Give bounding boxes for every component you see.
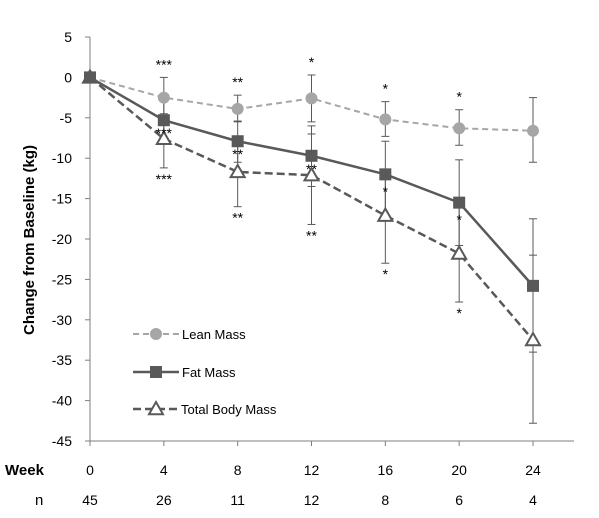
legend-label: Total Body Mass (181, 402, 277, 417)
data-point (453, 122, 466, 135)
legend-marker (150, 328, 162, 340)
n-value-label: 26 (156, 492, 172, 508)
legend-marker (147, 399, 165, 416)
legend-label: Fat Mass (182, 365, 236, 380)
x-tick-label: 12 (304, 462, 320, 478)
x-tick-label: 24 (525, 462, 541, 478)
data-point (157, 114, 170, 127)
y-tick-label: -15 (52, 191, 72, 207)
significance-star: * (456, 89, 462, 105)
data-point (305, 149, 318, 162)
x-tick-label: 8 (234, 462, 242, 478)
significance-star: ** (232, 210, 243, 226)
y-tick-label: -45 (52, 433, 72, 449)
n-value-label: 45 (82, 492, 98, 508)
y-tick-label: -35 (52, 352, 72, 368)
n-value-label: 8 (381, 492, 389, 508)
data-point (305, 92, 318, 105)
data-point (379, 113, 392, 126)
significance-star: *** (156, 56, 173, 72)
significance-star: ** (306, 227, 317, 243)
significance-star: ** (232, 74, 243, 90)
data-point (527, 279, 539, 292)
data-point (231, 135, 244, 148)
significance-star: * (456, 212, 462, 228)
legend-label: Lean Mass (182, 327, 246, 342)
data-point (453, 196, 466, 209)
x-tick-label: 4 (160, 462, 168, 478)
data-point (228, 162, 247, 179)
week-row-label: Week (5, 462, 45, 479)
y-tick-label: -5 (60, 110, 73, 126)
y-tick-label: -20 (52, 231, 72, 247)
data-point (524, 330, 542, 347)
data-point (157, 91, 170, 104)
significance-star: * (383, 266, 389, 282)
data-point (527, 124, 539, 137)
y-tick-label: -25 (52, 271, 72, 287)
significance-stars: ************************** (156, 54, 463, 321)
significance-star: * (383, 81, 389, 97)
y-tick-label: -30 (52, 312, 72, 328)
significance-star: * (309, 54, 315, 70)
y-tick-label: 5 (64, 29, 72, 45)
data-point (376, 206, 395, 222)
n-value-label: 11 (230, 492, 245, 508)
data-point (231, 102, 244, 115)
legend-marker (150, 366, 162, 378)
significance-star: * (456, 305, 462, 321)
series-markers (81, 68, 542, 347)
y-tick-label: -10 (52, 150, 72, 166)
y-tick-label: 0 (64, 69, 72, 85)
axes: 5 0 -5 -10 -15 -20 -25 -30 -35 -40 -45 Week 0 4 8 12 16 2… (5, 29, 574, 509)
n-row-label: n (35, 492, 43, 509)
y-tick-label: -40 (52, 393, 72, 409)
data-point (302, 166, 321, 182)
y-axis-label: Change from Baseline (kg) (21, 145, 38, 335)
significance-star: * (383, 183, 389, 199)
data-point (379, 168, 392, 181)
data-point (155, 129, 173, 146)
x-tick-label: 16 (378, 462, 394, 478)
significance-star: ** (232, 146, 243, 162)
significance-star: *** (156, 171, 173, 187)
significance-star: ** (306, 161, 317, 177)
significance-star: *** (156, 125, 173, 141)
n-value-label: 4 (529, 492, 537, 508)
x-tick-label: 20 (451, 462, 467, 478)
n-value-label: 6 (455, 492, 463, 508)
data-point (450, 244, 468, 260)
legend: Lean Mass Fat Mass Total Body Mass (133, 327, 277, 417)
data-point (84, 71, 96, 84)
x-tick-label: 0 (86, 462, 94, 478)
n-value-label: 12 (304, 492, 320, 508)
